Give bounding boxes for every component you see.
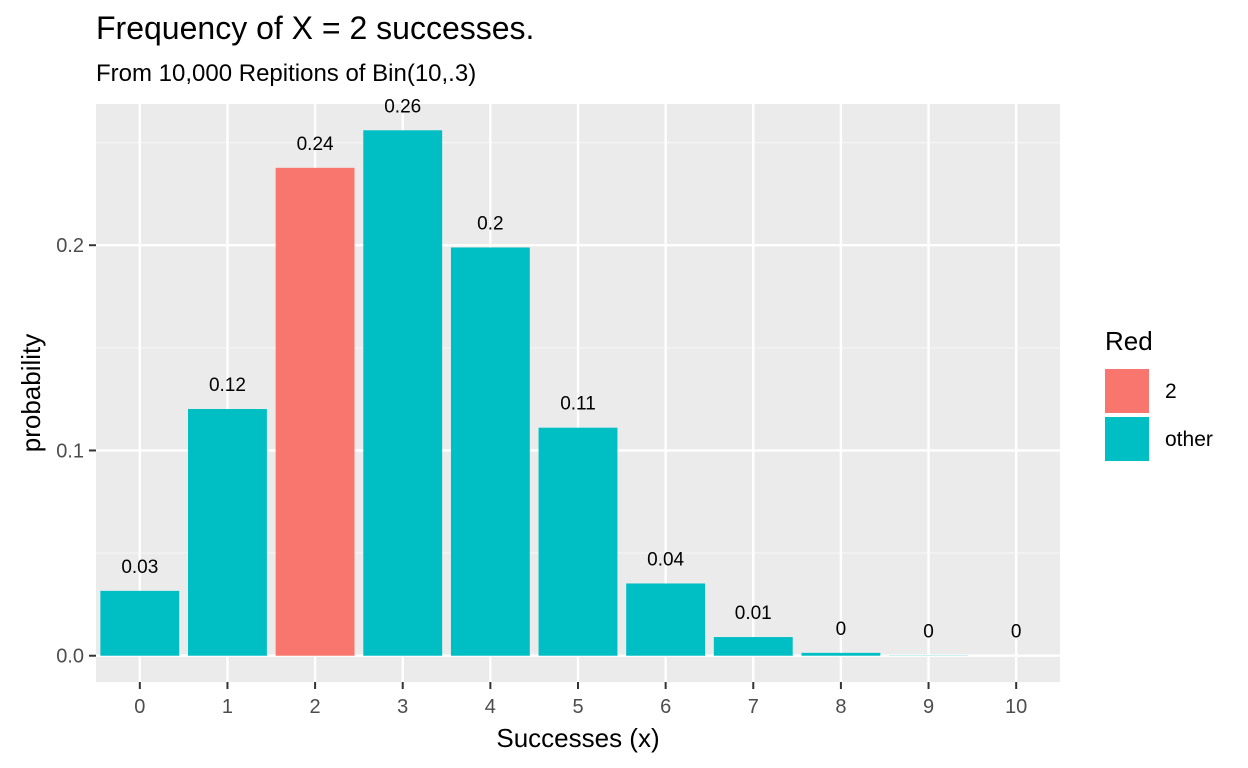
legend-title: Red [1105,326,1153,356]
y-axis-title: probability [16,334,46,453]
bar [713,637,793,656]
bar [538,427,618,656]
bars [100,130,968,656]
bar [626,583,706,656]
x-tick-label: 3 [397,696,408,718]
bar-data-label: 0.11 [560,394,596,415]
x-tick-label: 1 [222,696,233,718]
bar-data-label: 0 [923,622,934,643]
y-tick-label: 0.1 [56,440,84,462]
legend-item-label: 2 [1165,380,1177,403]
x-tick-label: 9 [923,696,934,718]
x-axis: 0 1 2 3 4 5 6 7 8 9 10 [134,682,1027,718]
bar [188,409,267,656]
bar-data-label: 0 [1011,622,1022,643]
x-tick-label: 7 [748,696,759,718]
bar-data-label: 0.2 [477,213,503,234]
legend-key-swatch [1105,369,1149,413]
bar [450,247,530,656]
bar [275,167,355,656]
bar [100,590,180,656]
y-axis: 0.0 0.1 0.2 [56,235,96,668]
legend-item-label: other [1165,428,1213,451]
x-tick-label: 6 [660,696,671,718]
legend-key-swatch [1105,417,1149,461]
x-axis-title: Successes (x) [496,723,659,753]
chart-title: Frequency of X = 2 successes. [96,10,535,46]
bar [801,652,881,656]
bar [363,130,443,656]
bar-data-label: 0 [836,619,847,640]
y-tick-label: 0.2 [56,235,84,257]
bar-data-label: 0.03 [121,557,158,578]
bar-data-label: 0.01 [735,603,772,624]
bar-data-label: 0.26 [384,96,421,117]
y-tick-label: 0.0 [56,646,84,668]
bar-data-label: 0.24 [297,134,334,155]
x-tick-label: 0 [134,696,145,718]
x-tick-label: 10 [1005,696,1027,718]
bar-data-label: 0.12 [209,375,246,396]
x-tick-label: 2 [310,696,321,718]
chart-subtitle: From 10,000 Repitions of Bin(10,.3) [96,60,477,87]
x-tick-label: 4 [485,696,496,718]
legend: Red 2 other [1105,326,1213,461]
x-tick-label: 5 [572,696,583,718]
bar-data-label: 0.04 [647,549,684,570]
x-tick-label: 8 [835,696,846,718]
bar-labels: 0.03 0.12 0.24 0.26 0.2 0.11 0.04 0.01 0 0 0 [121,96,1021,642]
